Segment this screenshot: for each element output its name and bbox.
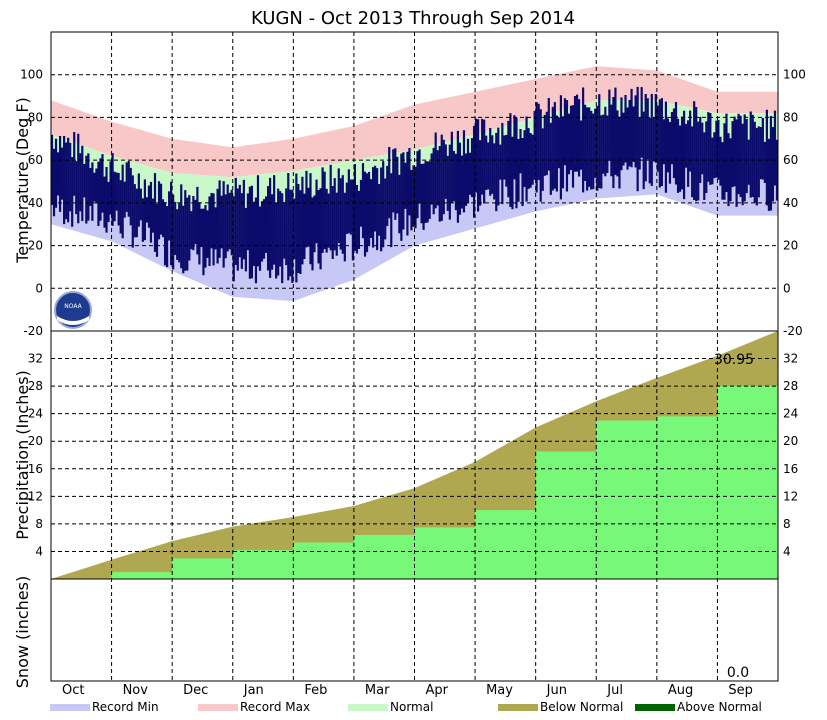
axis-labels: -20 -20 0 0 20 20 40 40 60 60 80 80 100 100 4 4 8 8 12 12 16… xyxy=(20,68,806,698)
noaa-logo-icon: NOAA xyxy=(54,291,92,329)
legend-swatch xyxy=(198,704,238,711)
precip-tick-right: 28 xyxy=(783,379,798,393)
precip-total-label: 30.95 xyxy=(714,352,754,368)
precip-tick-left: 20 xyxy=(28,434,43,448)
temp-tick-left: 80 xyxy=(28,110,43,124)
month-tick-label: Aug xyxy=(668,683,693,698)
precip-tick-left: 28 xyxy=(28,379,43,393)
temp-tick-left: 60 xyxy=(28,153,43,167)
snow-axis-label: Snow (inches) xyxy=(13,576,32,688)
month-tick-label: Jun xyxy=(546,683,567,698)
record-max-band xyxy=(51,66,778,178)
precip-tick-right: 12 xyxy=(783,489,798,503)
temp-tick-right: 20 xyxy=(783,239,798,253)
snow-total-label: 0.0 xyxy=(727,665,749,681)
precip-tick-left: 16 xyxy=(28,462,43,476)
temp-tick-left: 100 xyxy=(20,68,43,82)
precip-tick-right: 16 xyxy=(783,462,798,476)
temp-tick-right: 40 xyxy=(783,196,798,210)
precip-tick-right: 4 xyxy=(783,544,791,558)
noaa-logo-text: NOAA xyxy=(64,303,82,310)
month-tick-label: Feb xyxy=(304,683,327,698)
precip-tick-left: 24 xyxy=(28,407,43,421)
month-tick-label: Oct xyxy=(62,683,84,698)
legend-label: Record Max xyxy=(240,700,310,714)
precip-tick-right: 32 xyxy=(783,352,798,366)
temperature-axis-label: Temperature (Deg F) xyxy=(13,97,32,264)
temp-tick-right: 60 xyxy=(783,153,798,167)
temp-tick-right: 0 xyxy=(783,281,791,295)
chart-title: KUGN - Oct 2013 Through Sep 2014 xyxy=(251,8,575,29)
precip-tick-right: 20 xyxy=(783,434,798,448)
legend-swatch xyxy=(50,704,90,711)
temp-tick-left: -20 xyxy=(23,324,43,338)
observed-temperature-bars xyxy=(50,86,779,284)
temp-tick-right: 80 xyxy=(783,110,798,124)
month-tick-label: Jul xyxy=(606,683,623,698)
month-tick-label: Sep xyxy=(728,683,753,698)
axes xyxy=(50,31,779,682)
month-tick-label: Jan xyxy=(243,683,264,698)
plot-frame xyxy=(50,31,779,682)
precip-tick-right: 8 xyxy=(783,517,791,531)
legend-swatch xyxy=(498,704,538,711)
legend-label: Record Min xyxy=(92,700,159,714)
legend-swatch xyxy=(635,704,675,711)
precip-tick-left: 32 xyxy=(28,352,43,366)
month-tick-label: May xyxy=(486,683,513,698)
temp-tick-left: 0 xyxy=(35,281,43,295)
legend-label: Below Normal xyxy=(540,700,623,714)
legend-label: Above Normal xyxy=(677,700,762,714)
temp-tick-left: 20 xyxy=(28,239,43,253)
precip-tick-left: 4 xyxy=(35,544,43,558)
month-tick-label: Nov xyxy=(123,683,149,698)
temp-tick-right: 100 xyxy=(783,68,806,82)
legend: Record Min Record Max Normal Below Normal Ab… xyxy=(50,700,762,714)
legend-label: Normal xyxy=(390,700,433,714)
month-tick-label: Dec xyxy=(183,683,208,698)
precip-tick-left: 12 xyxy=(28,489,43,503)
temp-tick-right: -20 xyxy=(783,324,803,338)
precip-tick-right: 24 xyxy=(783,407,798,421)
month-tick-label: Mar xyxy=(365,683,390,698)
temp-tick-left: 40 xyxy=(28,196,43,210)
month-tick-label: Apr xyxy=(426,683,449,698)
precipitation-axis-label: Precipitation (Inches) xyxy=(13,370,32,540)
legend-swatch xyxy=(348,704,388,711)
gridlines xyxy=(51,32,778,681)
precip-tick-left: 8 xyxy=(35,517,43,531)
